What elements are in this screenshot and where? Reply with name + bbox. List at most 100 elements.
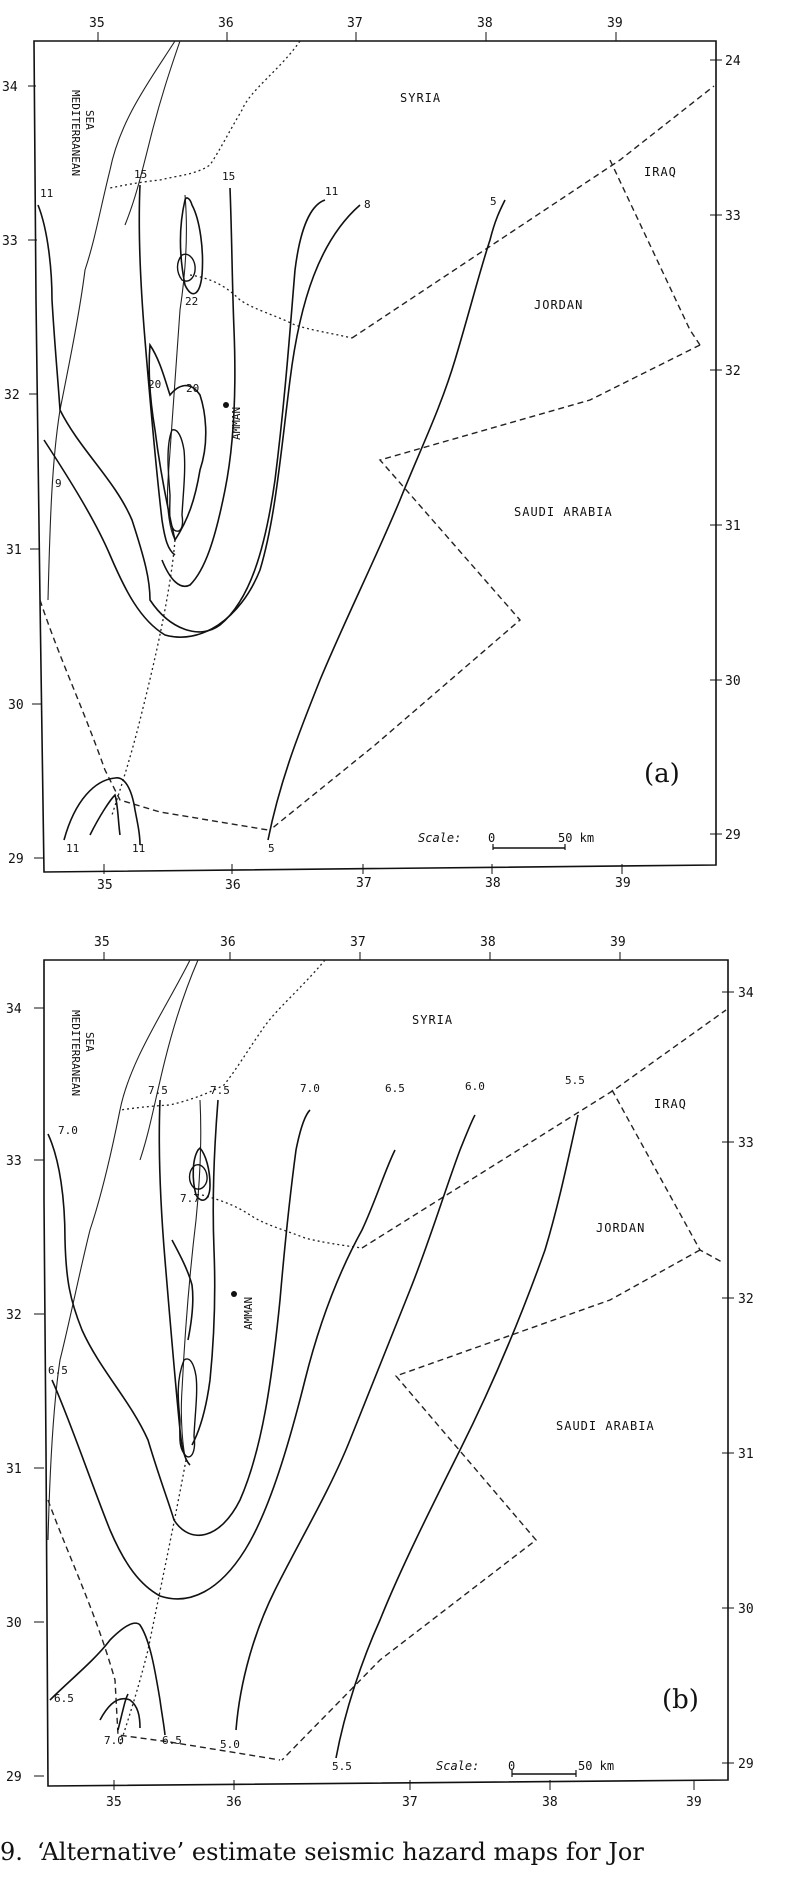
right-tick-label: 31 xyxy=(738,1447,754,1462)
contour-label: 6.5 xyxy=(162,1734,182,1747)
border-iraq-jordan-a xyxy=(609,159,701,346)
contour-label: 5.0 xyxy=(220,1738,240,1751)
contour-label: 5.5 xyxy=(565,1074,585,1087)
scale-bar-a: Scale: 0 50 km xyxy=(418,831,594,850)
contour-label: 7.0 xyxy=(58,1124,78,1137)
right-tick-label: 33 xyxy=(738,1136,754,1151)
country-label-jordan: JORDAN xyxy=(596,1221,645,1235)
contour-6-5-south-b xyxy=(49,1622,166,1736)
border-west-south-b xyxy=(47,1499,281,1761)
top-tick-label: 37 xyxy=(350,935,366,950)
sea-label-a: MEDITERRANEAN SEA xyxy=(69,90,96,176)
bottom-tick-label: 37 xyxy=(356,876,372,891)
map-frame-a xyxy=(33,40,717,873)
lake-galilee-b xyxy=(188,1164,208,1190)
contour-label: 15 xyxy=(222,170,235,183)
left-axis-b: 34 33 32 31 30 29 xyxy=(6,1002,44,1785)
border-syria-iraq-b xyxy=(361,1009,727,1249)
border-syria-jordan-a xyxy=(189,274,353,339)
country-label-iraq: IRAQ xyxy=(654,1097,687,1111)
city-label-text: AMMAN xyxy=(242,1297,255,1330)
contour-label: 5.5 xyxy=(332,1760,352,1773)
contour-label: 11 xyxy=(132,842,145,855)
left-tick-label: 29 xyxy=(6,1770,22,1785)
border-lebanon-syria-b xyxy=(119,959,326,1111)
country-label-syria: SYRIA xyxy=(400,91,441,105)
contour-label: 9 xyxy=(55,477,62,490)
border-syria-iraq-a xyxy=(351,85,715,339)
country-label-iraq: IRAQ xyxy=(644,165,677,179)
contour-label: 6.5 xyxy=(385,1082,405,1095)
border-egypt-b xyxy=(119,1459,187,1746)
left-axis-a: 34 33 32 31 30 29 xyxy=(2,80,43,867)
border-jordan-saudi-a xyxy=(269,344,701,831)
country-label-syria: SYRIA xyxy=(412,1013,453,1027)
contour-6-0-b xyxy=(235,1114,476,1731)
contour-label: 6.5 xyxy=(48,1364,68,1377)
contour-label: 20 xyxy=(186,382,199,395)
scale-zero: 0 xyxy=(508,1759,515,1773)
left-tick-label: 33 xyxy=(2,234,18,249)
city-dot-amman-a xyxy=(223,402,229,408)
contour-label: 11 xyxy=(40,187,53,200)
contour-7-7-b xyxy=(192,1146,211,1201)
contour-label: 22 xyxy=(185,295,198,308)
bottom-tick-label: 39 xyxy=(686,1795,702,1810)
bottom-tick-label: 38 xyxy=(485,876,501,891)
figure-number: 9. xyxy=(0,1838,23,1866)
border-jordan-saudi-b xyxy=(281,1249,701,1761)
scale-label: Scale: xyxy=(418,831,461,845)
coastline-upper-a xyxy=(124,40,181,226)
city-label-amman-b: AMMAN xyxy=(242,1297,255,1330)
city-dot-amman-b xyxy=(231,1291,237,1297)
contour-15-left-a xyxy=(138,184,176,556)
contour-label: 7.0 xyxy=(104,1734,124,1747)
right-tick-label: 32 xyxy=(738,1292,754,1307)
scale-zero: 0 xyxy=(488,831,495,845)
map-panel-a: 35 36 37 38 39 34 33 32 31 30 29 24 33 3… xyxy=(2,16,741,893)
right-tick-label: 30 xyxy=(725,674,741,689)
bottom-tick-label: 37 xyxy=(402,1795,418,1810)
panel-label-a: (a) xyxy=(644,759,680,789)
left-tick-label: 32 xyxy=(6,1308,22,1323)
sea-label-line2: SEA xyxy=(83,110,96,130)
scale-end: 50 km xyxy=(578,1759,614,1773)
top-tick-label: 36 xyxy=(220,935,236,950)
contour-11-left-a xyxy=(37,199,326,633)
left-tick-label: 29 xyxy=(8,852,24,867)
top-axis-a: 35 36 37 38 39 xyxy=(89,16,623,41)
border-egypt-a xyxy=(111,539,176,816)
left-tick-label: 30 xyxy=(8,698,24,713)
top-tick-label: 38 xyxy=(480,935,496,950)
contour-20-a xyxy=(148,342,207,543)
left-tick-label: 31 xyxy=(6,1462,22,1477)
right-tick-label: 29 xyxy=(725,828,741,843)
contour-label: 7.0 xyxy=(300,1082,320,1095)
contour-label: 7.5 xyxy=(210,1084,230,1097)
border-west-south-a xyxy=(39,599,269,831)
country-label-jordan: JORDAN xyxy=(534,298,583,312)
contour-5-a xyxy=(267,199,506,841)
contour-7-0-south-inner-b xyxy=(117,1693,129,1731)
contour-label: 11 xyxy=(325,185,338,198)
contour-7-0-left-b xyxy=(47,1109,311,1536)
bottom-tick-label: 38 xyxy=(542,1795,558,1810)
river-jordan-b xyxy=(180,1099,202,1461)
contour-label: 6.0 xyxy=(465,1080,485,1093)
country-label-saudi: SAUDI ARABIA xyxy=(514,505,613,519)
border-iraq-jordan-b xyxy=(611,1089,723,1263)
contour-15-right-a xyxy=(161,187,236,587)
left-tick-label: 34 xyxy=(2,80,18,95)
left-tick-label: 30 xyxy=(6,1616,22,1631)
bottom-tick-label: 36 xyxy=(226,1795,242,1810)
panel-label-b: (b) xyxy=(662,1685,699,1715)
bottom-tick-label: 35 xyxy=(97,878,113,893)
left-tick-label: 31 xyxy=(6,543,22,558)
top-tick-label: 35 xyxy=(94,935,110,950)
top-tick-label: 39 xyxy=(607,16,623,31)
bottom-axis-b: 35 36 37 38 39 xyxy=(106,1780,702,1810)
contour-5-5-b xyxy=(335,1114,579,1759)
contour-label: 15 xyxy=(134,168,147,181)
contour-7-5-right-b xyxy=(191,1099,219,1446)
right-tick-label: 30 xyxy=(738,1602,754,1617)
